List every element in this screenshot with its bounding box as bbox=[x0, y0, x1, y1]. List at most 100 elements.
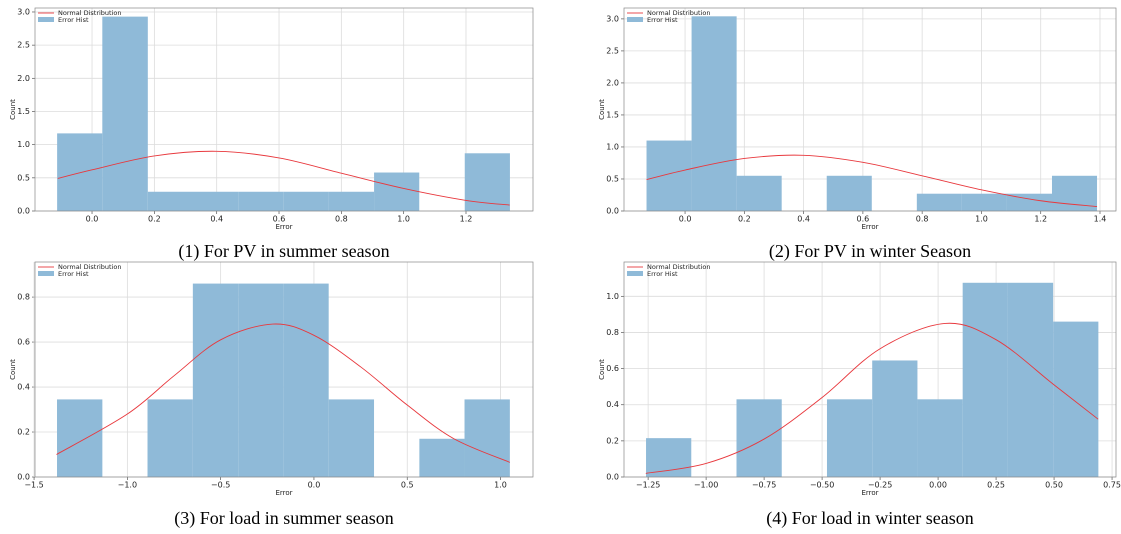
legend-label: Error Hist bbox=[647, 16, 678, 24]
x-tick-label: 0.00 bbox=[929, 481, 947, 490]
y-tick-label: 0.4 bbox=[17, 383, 30, 392]
bar bbox=[1053, 321, 1099, 477]
y-axis-label: Count bbox=[598, 359, 606, 380]
normal-curve bbox=[56, 323, 511, 463]
bar bbox=[238, 283, 284, 477]
y-tick-label: 2.5 bbox=[606, 46, 619, 55]
x-axis-label: Error bbox=[861, 223, 878, 231]
plot-frame bbox=[623, 261, 1117, 478]
bar bbox=[238, 191, 284, 211]
y-tick-label: 2.0 bbox=[606, 78, 619, 87]
bar bbox=[374, 172, 420, 211]
bar bbox=[193, 191, 239, 211]
plot-frame bbox=[623, 7, 1117, 212]
y-tick-label: 0.6 bbox=[606, 364, 619, 373]
y-tick-label: 3.0 bbox=[606, 14, 619, 23]
y-tick-label: 1.0 bbox=[17, 140, 30, 149]
x-tick-label: −0.25 bbox=[868, 481, 893, 490]
y-tick-label: 0.0 bbox=[17, 473, 30, 482]
x-tick-label: −1.25 bbox=[636, 481, 661, 490]
bar bbox=[1051, 175, 1098, 211]
y-tick-label: 0.2 bbox=[606, 436, 619, 445]
x-tick-label: 0.2 bbox=[148, 215, 161, 224]
bar bbox=[1006, 193, 1052, 211]
bar bbox=[916, 193, 962, 211]
bar bbox=[646, 438, 692, 477]
y-tick-label: 0.5 bbox=[17, 173, 30, 182]
legend-patch bbox=[627, 271, 643, 276]
x-tick-label: 1.2 bbox=[1034, 215, 1047, 224]
y-tick-label: 3.0 bbox=[17, 7, 30, 16]
x-axis-label: Error bbox=[861, 489, 878, 497]
x-tick-label: 0.0 bbox=[679, 215, 692, 224]
y-tick-label: 0.6 bbox=[17, 338, 30, 347]
legend-label: Normal Distribution bbox=[58, 9, 122, 17]
x-tick-label: 0.0 bbox=[86, 215, 99, 224]
bar bbox=[464, 153, 510, 211]
legend-patch bbox=[38, 271, 54, 276]
plot-frame bbox=[34, 261, 534, 478]
x-tick-label: 0.4 bbox=[210, 215, 223, 224]
y-tick-label: 0.0 bbox=[606, 473, 619, 482]
y-axis-label: Count bbox=[9, 99, 17, 120]
legend-label: Normal Distribution bbox=[647, 9, 711, 17]
bar bbox=[736, 399, 782, 477]
y-tick-label: 0.5 bbox=[606, 174, 619, 183]
bar bbox=[826, 175, 872, 211]
bar bbox=[283, 283, 329, 477]
bar bbox=[328, 399, 375, 477]
y-tick-label: 0.2 bbox=[17, 428, 30, 437]
x-tick-label: 1.0 bbox=[494, 481, 507, 490]
legend-label: Error Hist bbox=[647, 270, 678, 278]
x-tick-label: 0.4 bbox=[797, 215, 810, 224]
bar bbox=[192, 283, 239, 477]
bar bbox=[736, 175, 782, 211]
x-tick-label: 0.0 bbox=[308, 481, 321, 490]
bar bbox=[57, 133, 103, 211]
x-tick-label: 1.4 bbox=[1094, 215, 1107, 224]
bar bbox=[1007, 282, 1054, 477]
y-tick-label: 0.0 bbox=[17, 207, 30, 216]
y-tick-label: 1.0 bbox=[606, 292, 619, 301]
caption: (1) For PV in summer season bbox=[178, 241, 389, 262]
bar bbox=[464, 399, 510, 477]
bar bbox=[147, 191, 194, 211]
chart-panel: 0.0 0.5 1.0 1.5 2.0 2.5 3.0 0.0 0.2 0.4 0.6 0.8 1.0 1… bbox=[9, 7, 534, 262]
caption: (4) For load in winter season bbox=[766, 508, 973, 529]
bar bbox=[57, 399, 103, 477]
bar bbox=[872, 360, 918, 477]
x-axis-label: Error bbox=[275, 223, 292, 231]
y-tick-label: 0.0 bbox=[606, 207, 619, 216]
x-tick-label: 0.6 bbox=[857, 215, 870, 224]
normal-curve bbox=[646, 154, 1098, 207]
chart-panel: 0.0 0.2 0.4 0.6 0.8 1.0 −1.25 −1.00 −0.75 −0.50 −0… bbox=[598, 261, 1121, 529]
x-tick-label: 0.25 bbox=[987, 481, 1005, 490]
chart-panel: 0.0 0.2 0.4 0.6 0.8 −1.5 −1.0 −0.5 0.0 0.5 1.0 Erro… bbox=[9, 261, 534, 529]
bar bbox=[962, 282, 1008, 477]
y-tick-label: 1.5 bbox=[17, 107, 30, 116]
legend-label: Error Hist bbox=[58, 270, 89, 278]
bar bbox=[961, 193, 1007, 211]
bar bbox=[917, 399, 963, 477]
bar bbox=[691, 16, 737, 211]
bar bbox=[328, 191, 375, 211]
x-tick-label: 0.2 bbox=[738, 215, 751, 224]
normal-curve bbox=[645, 322, 1099, 474]
y-tick-label: 2.0 bbox=[17, 74, 30, 83]
legend-label: Normal Distribution bbox=[58, 263, 122, 271]
x-tick-label: 0.75 bbox=[1103, 481, 1121, 490]
legend-label: Error Hist bbox=[58, 16, 89, 24]
y-tick-label: 1.0 bbox=[606, 142, 619, 151]
y-axis-label: Count bbox=[9, 359, 17, 380]
bar bbox=[102, 16, 148, 212]
chart-panel: 0.0 0.5 1.0 1.5 2.0 2.5 3.0 0.0 0.2 0.4 0.6 0.8 1.0 1… bbox=[598, 7, 1117, 262]
x-tick-label: −0.5 bbox=[211, 481, 230, 490]
bar bbox=[147, 399, 193, 477]
x-tick-label: −0.50 bbox=[810, 481, 835, 490]
normal-curve bbox=[57, 150, 510, 206]
x-tick-label: −1.0 bbox=[118, 481, 137, 490]
legend-label: Normal Distribution bbox=[647, 263, 711, 271]
x-tick-label: 0.8 bbox=[335, 215, 348, 224]
y-tick-label: 0.4 bbox=[606, 400, 619, 409]
y-tick-label: 0.8 bbox=[606, 328, 619, 337]
